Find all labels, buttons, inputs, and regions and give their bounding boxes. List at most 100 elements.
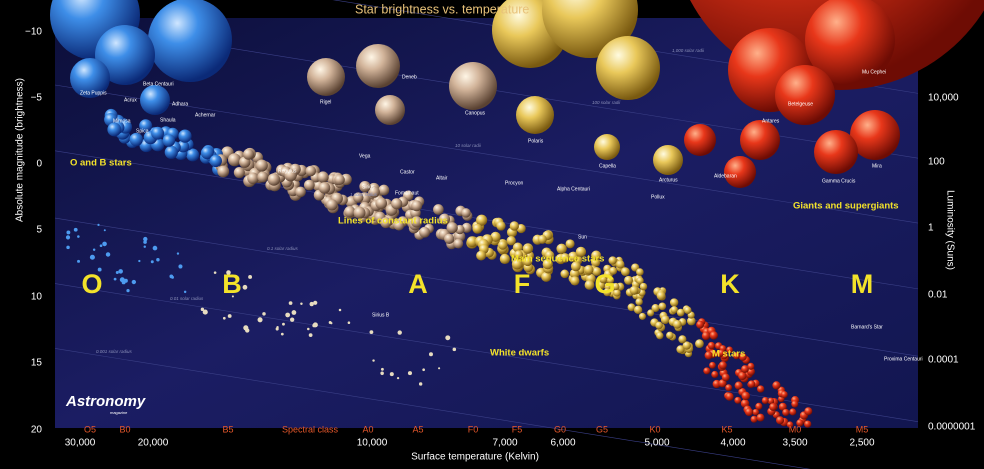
white-dwarf	[262, 312, 266, 316]
main-sequence-star	[616, 260, 625, 269]
white-dwarf	[422, 368, 425, 372]
main-sequence-star	[419, 226, 431, 238]
spectral-tick: G0	[554, 424, 566, 434]
white-dwarf	[288, 301, 293, 305]
main-sequence-star	[772, 381, 781, 390]
main-sequence-star	[678, 335, 687, 344]
star-name: Proxima Centauri	[884, 356, 923, 362]
right-tick: 0.01	[928, 290, 948, 301]
star-name: Canopus	[465, 110, 486, 116]
star-name: Pollux	[651, 194, 665, 200]
main-sequence-star	[734, 396, 742, 404]
giant-star	[596, 36, 660, 100]
class-letter: G	[594, 269, 615, 299]
right-tick: 100	[928, 157, 945, 168]
star-name: Regulus	[278, 168, 297, 174]
spectral-axis-label: Spectral class	[282, 424, 339, 434]
main-sequence-star	[684, 306, 692, 314]
white-dwarf	[289, 317, 295, 322]
main-sequence-star	[778, 402, 787, 411]
main-sequence-star	[791, 400, 799, 408]
white-dwarf	[285, 312, 291, 318]
left-tick: 10	[31, 292, 43, 303]
spectral-tick: B0	[119, 424, 130, 434]
star-name: Arcturus	[659, 177, 678, 183]
main-sequence-star	[789, 408, 797, 416]
giant-star	[850, 110, 900, 160]
main-sequence-star	[544, 250, 555, 261]
main-sequence-star	[541, 271, 552, 282]
main-sequence-star	[344, 206, 356, 218]
white-dwarf	[66, 230, 71, 235]
main-sequence-star	[635, 298, 643, 306]
main-sequence-star	[734, 381, 743, 390]
main-sequence-star	[151, 126, 165, 140]
main-sequence-star	[466, 236, 478, 248]
main-sequence-star	[747, 380, 756, 388]
radius-label: 1 solar radius	[350, 192, 378, 197]
white-dwarf	[222, 316, 226, 320]
white-dwarf	[282, 322, 285, 326]
main-sequence-star	[255, 159, 268, 172]
labels: Star brightness vs. temperature Absolute…	[15, 2, 976, 462]
main-sequence-star	[796, 419, 804, 427]
white-dwarf	[202, 309, 208, 315]
white-dwarf	[407, 371, 413, 376]
white-dwarf	[152, 245, 158, 251]
main-sequence-star	[750, 415, 758, 423]
white-dwarf	[126, 289, 130, 293]
star-name: Alpha Centauri	[557, 186, 590, 192]
main-sequence-star	[186, 148, 200, 162]
main-sequence-star	[620, 267, 630, 276]
main-sequence-star	[334, 174, 345, 186]
main-sequence-star	[326, 199, 338, 211]
star-name: Gamma Crucis	[822, 178, 856, 184]
main-sequence-star	[537, 234, 547, 244]
class-letter: M	[851, 269, 874, 299]
main-sequence-star	[511, 258, 523, 270]
main-sequence-star	[391, 198, 403, 210]
temperature-axis-label: Surface temperature (Kelvin)	[411, 452, 539, 463]
main-sequence-star	[606, 276, 615, 284]
white-dwarf	[275, 327, 279, 331]
left-tick: 5	[36, 225, 42, 236]
main-sequence-star	[560, 253, 570, 263]
main-sequence-star	[318, 182, 331, 194]
main-sequence-star	[701, 331, 711, 341]
temperature-tick: 10,000	[357, 438, 388, 449]
main-sequence-star	[227, 153, 241, 167]
main-sequence-star	[592, 267, 602, 276]
main-sequence-star	[284, 169, 297, 182]
main-sequence-star	[380, 217, 392, 229]
main-sequence-star	[786, 421, 794, 428]
star-name: Fomalhaut	[395, 190, 419, 196]
main-sequence-star	[613, 289, 621, 297]
main-sequence-star	[565, 239, 575, 249]
main-sequence-star	[656, 291, 666, 301]
main-sequence-star	[107, 122, 122, 137]
giant-star	[805, 0, 895, 85]
giant-star	[375, 95, 405, 125]
white-dwarf	[338, 308, 342, 312]
spectral-tick: A5	[412, 424, 423, 434]
main-sequence-star	[568, 251, 579, 262]
white-dwarf	[105, 252, 111, 257]
white-dwarf	[243, 325, 249, 331]
star-name: Capella	[599, 163, 616, 169]
main-sequence-star	[707, 341, 716, 350]
giant-star	[307, 58, 345, 96]
white-dwarf	[118, 269, 123, 274]
giant-star	[684, 124, 716, 156]
main-sequence-star	[717, 349, 725, 357]
main-sequence-star	[446, 222, 458, 234]
main-sequence-star	[257, 171, 269, 183]
main-sequence-star	[709, 361, 716, 369]
star-name: Spica	[136, 128, 149, 134]
star-name: Antares	[762, 118, 780, 124]
white-dwarf	[397, 330, 402, 335]
main-sequence-star	[570, 276, 580, 286]
main-sequence-star	[755, 402, 763, 410]
main-sequence-star	[746, 367, 755, 376]
temperature-tick: 6,000	[550, 438, 575, 449]
main-sequence-star	[624, 275, 634, 285]
